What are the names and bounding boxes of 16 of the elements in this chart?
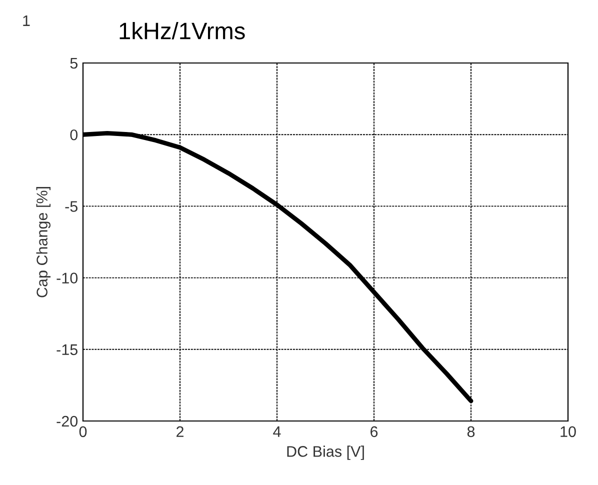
y-tick-label: 5 xyxy=(70,58,78,69)
y-tick-label: -5 xyxy=(65,201,78,212)
x-tick-label: 10 xyxy=(560,426,576,438)
y-tick-label: -15 xyxy=(56,344,78,356)
x-axis-title: DC Bias [V] xyxy=(287,446,364,460)
x-tick-label: 2 xyxy=(176,426,184,437)
chart-title: 1kHz/1Vrms xyxy=(120,22,245,40)
y-axis-title: Cap Change [%] xyxy=(36,187,51,298)
x-tick-label: 8 xyxy=(467,426,475,438)
y-tick-label: -10 xyxy=(56,272,78,284)
y-tick-label: 0 xyxy=(70,129,78,140)
x-tick-label: 0 xyxy=(79,426,87,438)
text: 1 xyxy=(23,15,30,26)
x-tick-label: 6 xyxy=(370,426,378,438)
y-tick-label: -20 xyxy=(56,416,78,427)
x-tick-label: 4 xyxy=(273,426,281,437)
